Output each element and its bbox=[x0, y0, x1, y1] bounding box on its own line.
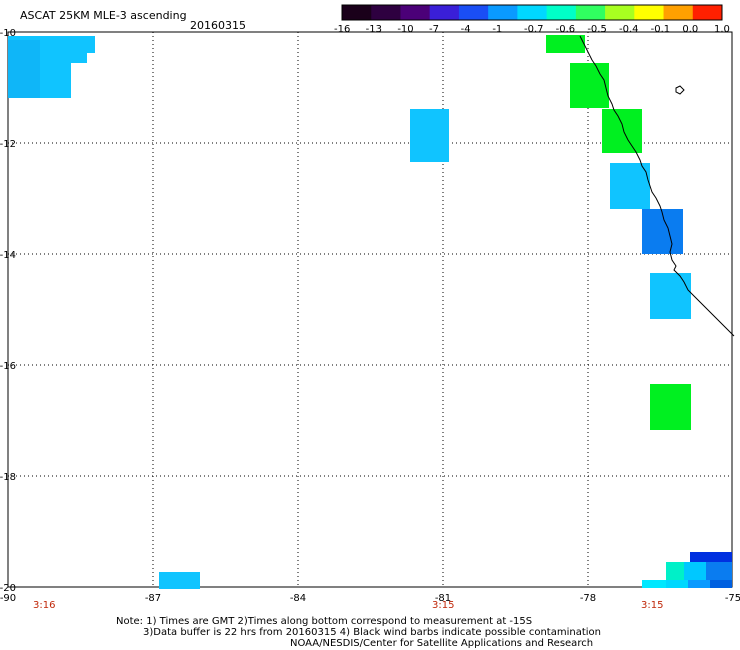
latitude-label: -18 bbox=[0, 472, 16, 483]
colorbar-tick-label: -4 bbox=[460, 24, 471, 35]
colorbar-tick-label: -0.7 bbox=[524, 24, 544, 35]
longitude-label: -84 bbox=[290, 593, 306, 604]
time-label: 3:15 bbox=[641, 600, 664, 611]
data-cell bbox=[688, 580, 710, 588]
data-cell bbox=[650, 273, 691, 319]
colorbar-segment bbox=[429, 5, 460, 20]
time-label: 3:15 bbox=[432, 600, 455, 611]
data-cell bbox=[8, 53, 87, 63]
data-cell bbox=[570, 63, 609, 108]
colorbar-tick-label: -0.5 bbox=[587, 24, 607, 35]
latitude-label: -14 bbox=[0, 250, 16, 261]
data-cell bbox=[650, 384, 691, 430]
data-cell bbox=[642, 580, 666, 588]
colorbar-tick-label: -0.4 bbox=[619, 24, 639, 35]
latitude-label: -12 bbox=[0, 139, 16, 150]
data-cell bbox=[710, 580, 732, 588]
colorbar-segment bbox=[342, 5, 372, 20]
longitude-label: -75 bbox=[725, 593, 740, 604]
data-cell bbox=[642, 209, 683, 254]
colorbar-tick-label: 0.0 bbox=[682, 24, 699, 35]
data-cell bbox=[666, 580, 688, 588]
note-line-3: NOAA/NESDIS/Center for Satellite Applica… bbox=[290, 638, 594, 649]
longitude-label: -87 bbox=[145, 593, 161, 604]
colorbar-tick-label: -1 bbox=[492, 24, 503, 35]
data-cell bbox=[684, 562, 706, 580]
colorbar-tick-label: -16 bbox=[334, 24, 351, 35]
data-cell bbox=[410, 109, 449, 162]
data-cell bbox=[610, 163, 650, 209]
colorbar-segment bbox=[400, 5, 431, 20]
data-cell bbox=[706, 562, 732, 580]
colorbar-segment bbox=[634, 5, 665, 20]
data-cell bbox=[546, 35, 585, 53]
colorbar-segment bbox=[517, 5, 548, 20]
colorbar-segment bbox=[605, 5, 635, 20]
map-date: 20160315 bbox=[190, 19, 246, 32]
small-island bbox=[675, 85, 685, 95]
coastline bbox=[579, 35, 735, 337]
colorbar bbox=[341, 4, 723, 21]
latitude-label: -20 bbox=[0, 583, 16, 594]
longitude-label: -90 bbox=[0, 593, 16, 604]
colorbar-tick-label: -13 bbox=[365, 24, 382, 35]
data-cell bbox=[8, 40, 40, 98]
colorbar-segment bbox=[692, 5, 723, 20]
colorbar-segment bbox=[546, 5, 577, 20]
latitude-label: -16 bbox=[0, 361, 16, 372]
latitude-label: -10 bbox=[0, 28, 16, 39]
note-line-2: 3)Data buffer is 22 hrs from 20160315 4)… bbox=[143, 627, 601, 638]
colorbar-segment bbox=[488, 5, 518, 20]
colorbar-segment bbox=[575, 5, 606, 20]
colorbar-segment bbox=[663, 5, 694, 20]
colorbar-segment bbox=[458, 5, 489, 20]
map-title: ASCAT 25KM MLE-3 ascending bbox=[20, 9, 187, 22]
data-cell bbox=[602, 109, 642, 153]
colorbar-tick-label: -0.6 bbox=[555, 24, 576, 35]
colorbar-tick-label: -0.1 bbox=[650, 24, 671, 35]
note-line-1: Note: 1) Times are GMT 2)Times along bot… bbox=[116, 616, 533, 627]
data-cell bbox=[159, 572, 200, 589]
data-cell bbox=[666, 562, 684, 580]
data-cells bbox=[8, 35, 732, 589]
longitude-label: -81 bbox=[435, 593, 451, 604]
time-label: 3:16 bbox=[33, 600, 56, 611]
longitude-label: -78 bbox=[580, 593, 596, 604]
colorbar-tick-label: -7 bbox=[429, 24, 439, 35]
data-cell bbox=[690, 552, 732, 562]
map-frame bbox=[7, 31, 733, 588]
colorbar-segment bbox=[371, 5, 401, 20]
colorbar-tick-label: -10 bbox=[397, 24, 414, 35]
colorbar-tick-label: 1.0 bbox=[714, 24, 730, 35]
